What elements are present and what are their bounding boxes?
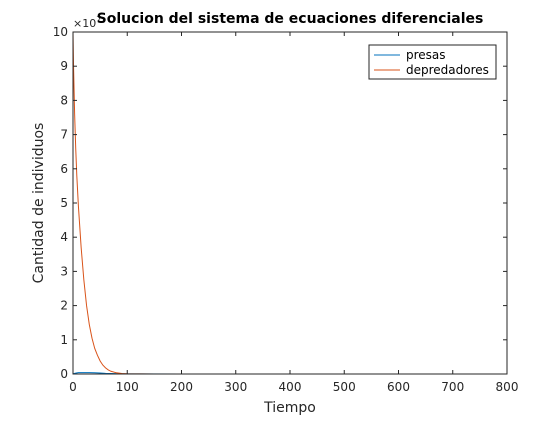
x-tick-label: 100 [116, 380, 139, 394]
x-axis: 0 100 200 300 400 500 600 700 800 [69, 32, 518, 394]
y-tick-label: 0 [60, 367, 68, 381]
x-tick-label: 500 [333, 380, 356, 394]
y-tick-label: 3 [60, 264, 68, 278]
y-tick-label: 1 [60, 333, 68, 347]
y-tick-label: 5 [60, 196, 68, 210]
y-exponent-label: ×107 [73, 15, 101, 30]
x-tick-label: 200 [170, 380, 193, 394]
x-tick-label: 400 [279, 380, 302, 394]
y-tick-label: 10 [53, 25, 68, 39]
x-axis-label: Tiempo [263, 400, 316, 416]
y-axis: 0 1 2 3 4 5 6 7 8 9 10 [53, 25, 507, 381]
x-tick-label: 300 [224, 380, 247, 394]
plot-area [73, 32, 507, 374]
y-exponent-power: 7 [96, 15, 101, 24]
legend-label-presas: presas [406, 48, 446, 62]
y-axis-label: Cantidad de individuos [31, 123, 47, 284]
y-tick-label: 2 [60, 299, 68, 313]
x-tick-label: 800 [496, 380, 519, 394]
y-tick-label: 4 [60, 230, 68, 244]
x-tick-label: 600 [387, 380, 410, 394]
chart-title: Solucion del sistema de ecuaciones difer… [97, 11, 484, 27]
y-tick-label: 9 [60, 59, 68, 73]
y-exponent-base: ×10 [73, 17, 96, 30]
x-tick-label: 700 [441, 380, 464, 394]
legend[interactable]: presas depredadores [368, 44, 497, 80]
x-tick-label: 0 [69, 380, 77, 394]
y-tick-label: 7 [60, 128, 68, 142]
y-tick-label: 8 [60, 93, 68, 107]
legend-box [368, 44, 497, 80]
legend-label-depredadores: depredadores [406, 63, 489, 77]
y-tick-label: 6 [60, 162, 68, 176]
